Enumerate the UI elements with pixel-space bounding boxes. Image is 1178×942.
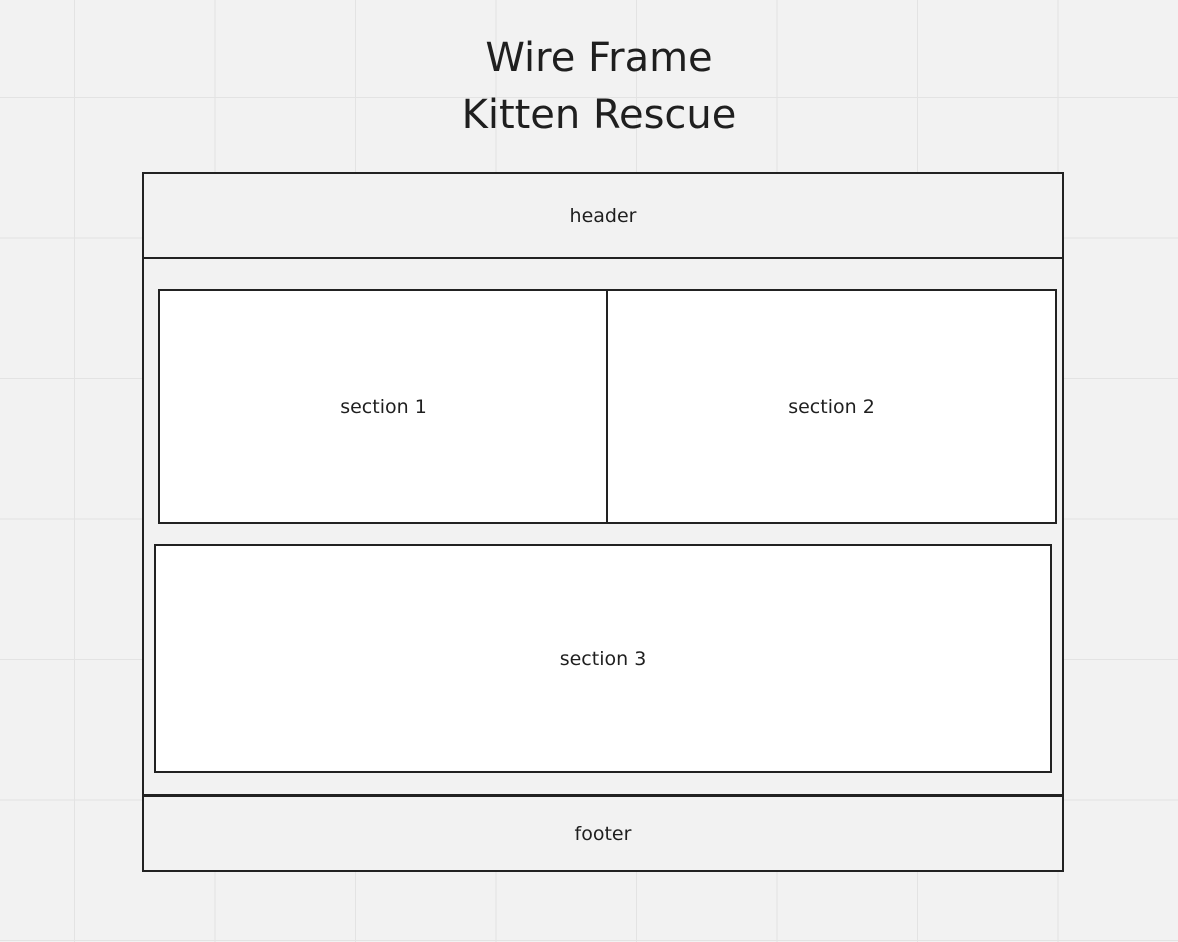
diagram-title-line-2: Kitten Rescue [461,92,737,138]
footer-label: footer [574,822,632,845]
section-3-box[interactable]: section 3 [154,544,1052,773]
section-3-label: section 3 [559,647,647,670]
footer-box[interactable]: footer [142,795,1064,872]
section-2-label: section 2 [788,395,875,418]
section-1-box[interactable]: section 1 [158,289,609,524]
header-label: header [569,204,637,227]
diagram-title-line-1: Wire Frame [485,35,713,81]
header-box[interactable]: header [142,172,1064,259]
section-1-label: section 1 [340,395,427,418]
section-2-box[interactable]: section 2 [606,289,1057,524]
